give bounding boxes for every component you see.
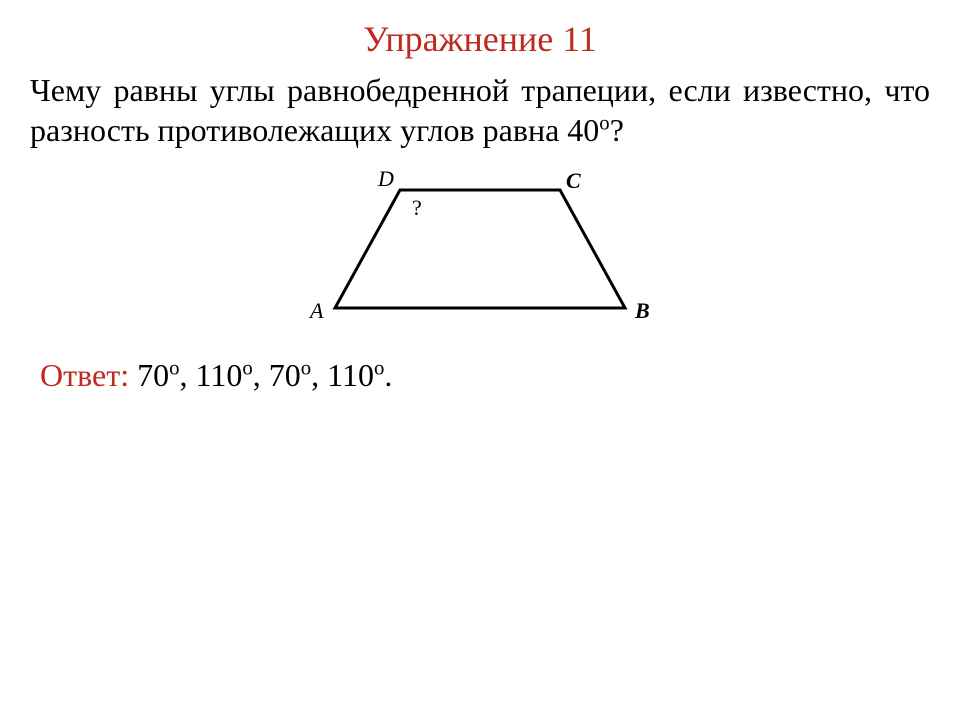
problem-text: Чему равны углы равнобедренной трапеции,… <box>0 70 960 150</box>
answer-line: Ответ: 70о, 110о, 70о, 110о. <box>0 357 960 394</box>
answer-v3-sup: о <box>301 356 311 379</box>
answer-v3: 70 <box>269 357 301 393</box>
answer-v4-sup: о <box>374 356 384 379</box>
title-text: Упражнение 11 <box>363 19 597 59</box>
angle-question-mark: ? <box>412 195 422 220</box>
vertex-label-c: C <box>566 168 581 193</box>
vertex-label-b: B <box>634 298 650 323</box>
answer-v1-sup: о <box>169 356 179 379</box>
answer-v2-sup: о <box>242 356 252 379</box>
answer-sep2: , <box>253 357 269 393</box>
answer-sep3: , <box>311 357 327 393</box>
answer-values: 70о, 110о, 70о, 110о. <box>137 357 392 393</box>
answer-v4: 110 <box>327 357 374 393</box>
exercise-title: Упражнение 11 <box>0 0 960 70</box>
vertex-label-a: A <box>308 298 324 323</box>
answer-sep1: , <box>180 357 196 393</box>
problem-qmark: ? <box>610 112 624 148</box>
problem-body: Чему равны углы равнобедренной трапеции,… <box>30 72 930 148</box>
trapezoid-shape <box>335 190 625 308</box>
answer-v2: 110 <box>196 357 243 393</box>
answer-end: . <box>384 357 392 393</box>
problem-degree: о <box>599 111 609 134</box>
answer-label: Ответ: <box>40 357 129 393</box>
trapezoid-diagram: A B C D ? <box>280 168 680 338</box>
vertex-label-d: D <box>377 168 394 191</box>
answer-v1: 70 <box>137 357 169 393</box>
diagram-container: A B C D ? <box>0 168 960 343</box>
